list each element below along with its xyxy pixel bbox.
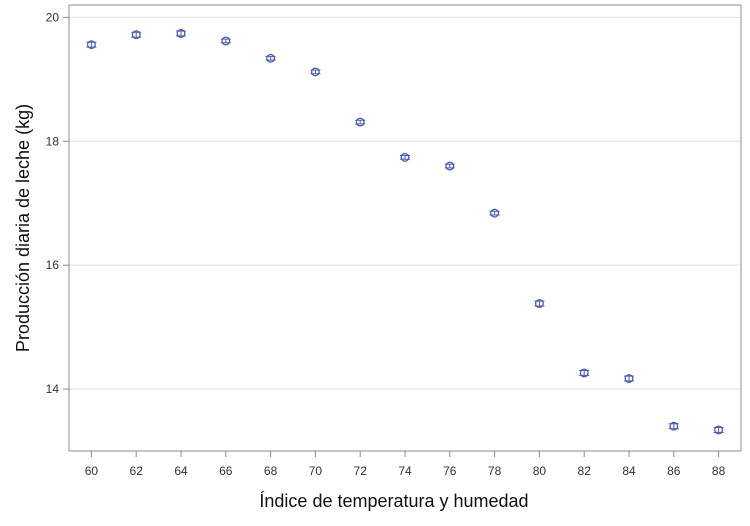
point-marker (445, 161, 455, 171)
data-points (86, 29, 724, 435)
x-tick-label: 64 (174, 464, 188, 478)
x-tick-label: 76 (443, 464, 457, 478)
x-tick-label: 88 (712, 464, 726, 478)
data-point (265, 53, 276, 63)
x-tick-label: 84 (622, 464, 636, 478)
y-tick-label: 14 (46, 382, 60, 396)
data-point (444, 161, 455, 171)
data-point (534, 299, 545, 309)
point-marker (714, 425, 724, 435)
data-point (624, 374, 634, 383)
point-marker (221, 36, 231, 46)
plot-frame (68, 4, 742, 452)
data-point (176, 29, 186, 38)
point-marker (176, 29, 186, 38)
data-point (579, 368, 590, 378)
point-marker (310, 67, 320, 77)
point-marker (624, 374, 634, 383)
y-tick-label: 18 (46, 134, 60, 148)
point-marker (579, 368, 589, 378)
data-point (131, 30, 142, 40)
y-tick-label: 16 (46, 258, 60, 272)
x-tick-label: 74 (398, 464, 412, 478)
x-tick-label: 80 (533, 464, 547, 478)
data-point (86, 40, 97, 50)
point-marker (490, 208, 500, 218)
point-marker (534, 299, 544, 309)
x-tick-label: 66 (219, 464, 233, 478)
y-axis-title: Producción diaria de leche (kg) (13, 104, 33, 352)
point-marker (86, 40, 96, 50)
data-point (310, 67, 321, 77)
y-tick-label: 20 (46, 10, 60, 24)
x-tick-label: 70 (309, 464, 323, 478)
x-tick-label: 82 (578, 464, 592, 478)
gridlines (69, 16, 741, 390)
x-tick-label: 62 (130, 464, 144, 478)
y-axis: 14 16 18 20 (46, 10, 69, 396)
data-point (400, 152, 410, 162)
x-tick-label: 78 (488, 464, 502, 478)
x-tick-label: 60 (85, 464, 99, 478)
point-marker (400, 152, 410, 162)
point-marker (669, 421, 679, 431)
data-point (668, 421, 679, 431)
x-tick-label: 68 (264, 464, 278, 478)
point-marker (355, 117, 365, 127)
x-axis: 60 62 64 66 68 70 72 74 76 78 80 82 84 86 88 (85, 451, 726, 478)
data-point (355, 117, 366, 127)
point-marker (131, 30, 141, 40)
x-tick-label: 72 (354, 464, 368, 478)
data-point (489, 208, 500, 218)
point-marker (266, 53, 276, 63)
x-tick-label: 86 (667, 464, 681, 478)
data-point (713, 425, 724, 435)
x-axis-title: Índice de temperatura y humedad (259, 491, 528, 511)
data-point (220, 36, 231, 46)
